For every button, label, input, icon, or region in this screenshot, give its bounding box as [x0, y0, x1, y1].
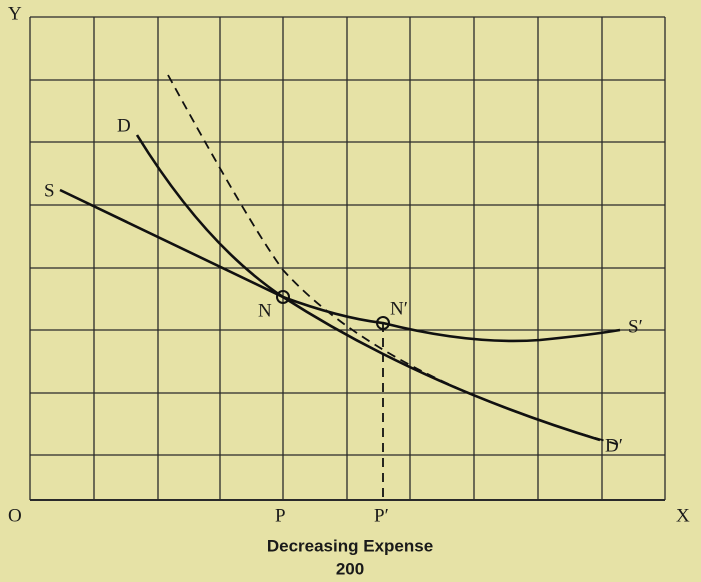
label: D [117, 115, 131, 136]
label: N [258, 300, 272, 321]
shifted-demand [167, 74, 621, 446]
supply-curve [59, 188, 621, 343]
label: S′ [628, 316, 643, 337]
label: D′ [605, 435, 623, 456]
label: Y [8, 3, 22, 24]
point [276, 290, 290, 304]
grid [29, 16, 666, 501]
label: O [8, 505, 22, 526]
point [376, 316, 390, 330]
label: S [44, 180, 55, 201]
label: P [275, 505, 286, 526]
label: X [676, 505, 690, 526]
page-number: 200 [336, 559, 364, 578]
label: P′ [374, 505, 389, 526]
caption: Decreasing Expense [267, 536, 433, 555]
label: N′ [390, 298, 408, 319]
